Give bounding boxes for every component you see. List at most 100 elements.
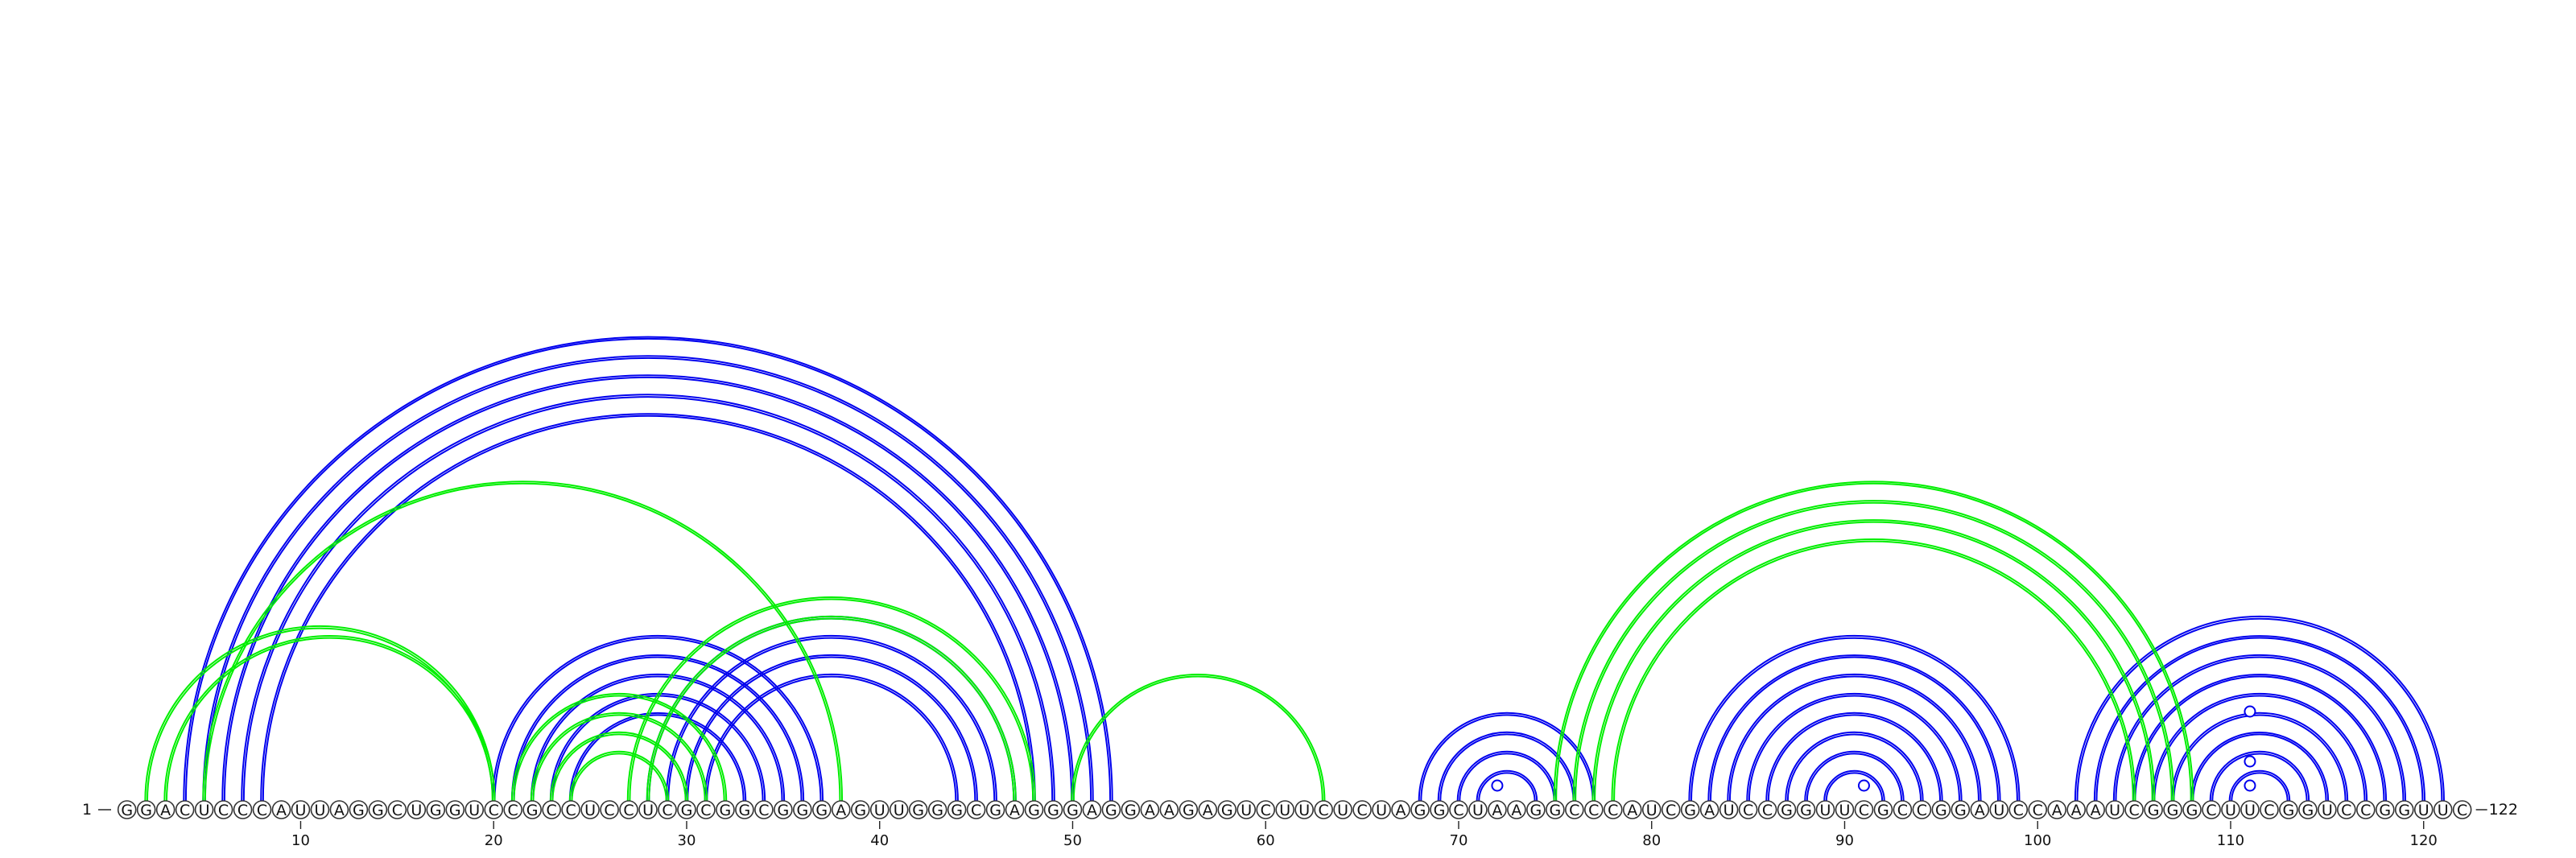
nucleotide-circle <box>1835 800 1855 819</box>
base-pair-arc-blue <box>1727 673 1982 802</box>
nucleotide-letter: A <box>160 802 171 819</box>
nucleotide-circle <box>1757 800 1777 819</box>
nucleotide-letter: A <box>1492 802 1502 819</box>
nucleotide-circle <box>1641 800 1662 819</box>
nucleotide-circle <box>927 800 947 819</box>
nucleotide-circle <box>696 800 716 819</box>
nucleotide-letter: C <box>2013 802 2024 819</box>
base-pair-arc-green <box>549 731 689 802</box>
base-pair-arc-blue <box>568 712 747 802</box>
base-pair-arc-green <box>1554 481 2194 801</box>
nucleotide-letter: C <box>700 802 711 819</box>
nucleotide-letter: C <box>971 802 981 819</box>
nucleotide-circle <box>1372 800 1391 819</box>
axis-tick-label: 10 <box>291 832 310 849</box>
base-pair-arc-blue <box>1709 656 1999 802</box>
base-pair-arc-blue <box>687 656 976 802</box>
nucleotide-letter: C <box>623 802 634 819</box>
nucleotide-circle <box>811 800 832 819</box>
nucleotide-letter: U <box>2438 802 2449 819</box>
nucleotide-letter: G <box>372 802 384 819</box>
nucleotide-letter: A <box>334 802 345 819</box>
nucleotide-letter: G <box>989 802 1001 819</box>
nucleotide-circle <box>1121 800 1141 819</box>
nucleotide-letter: A <box>1511 802 1521 819</box>
base-pair-arc-blue <box>242 395 1054 802</box>
nucleotide-letter: U <box>874 802 886 819</box>
nucleotide-circle <box>117 800 137 819</box>
nucleotide-letter: G <box>1067 802 1079 819</box>
base-pair-arc-green <box>530 712 708 802</box>
nucleotide-circle <box>2433 800 2453 819</box>
base-pair-arc-blue <box>184 337 1112 801</box>
base-pair-arc-green <box>1591 519 2156 802</box>
nucleotide-letter: G <box>1183 802 1195 819</box>
nucleotide-letter: A <box>1164 802 1174 819</box>
nucleotide-circle <box>1468 800 1488 819</box>
nucleotide-circle <box>716 800 735 819</box>
nucleotide-letter: U <box>2418 802 2429 819</box>
nucleotide-letter: G <box>353 802 365 819</box>
nucleotide-letter: U <box>584 802 596 819</box>
base-pair-arc-blue <box>1786 734 1922 802</box>
loop-marker <box>2244 779 2256 792</box>
nucleotide-circle <box>310 800 330 819</box>
nucleotide-letter: G <box>951 802 963 819</box>
nucleotide-letter: G <box>1047 802 1059 819</box>
base-pair-arc-blue <box>204 357 1092 802</box>
base-pair-arc-blue <box>223 376 1073 802</box>
nucleotide-letter: C <box>662 802 672 819</box>
nucleotide-circle <box>658 800 677 819</box>
nucleotide-letter: G <box>526 802 539 819</box>
nucleotide-letter: C <box>565 802 576 819</box>
nucleotide-circle <box>155 800 175 819</box>
base-pair-arc-blue <box>1476 769 1538 802</box>
nucleotide-circle <box>2375 800 2395 819</box>
nucleotide-letter: U <box>1993 802 2004 819</box>
nucleotide-circle <box>1005 800 1025 819</box>
nucleotide-circle <box>522 800 542 819</box>
nucleotide-letter: A <box>1145 802 1155 819</box>
nucleotide-circle <box>1449 800 1468 819</box>
nucleotide-circle <box>1893 800 1913 819</box>
nucleotide-letter: G <box>1028 802 1040 819</box>
nucleotide-circle <box>1391 800 1410 819</box>
nucleotide-letter: G <box>2186 802 2198 819</box>
nucleotide-circle <box>1777 800 1797 819</box>
nucleotide-circle <box>445 800 465 819</box>
base-pair-arc-blue <box>1765 712 1943 802</box>
nucleotide-circle <box>1159 800 1179 819</box>
base-pair-arc-blue <box>2170 712 2349 802</box>
axis-tick-label: 50 <box>1063 832 1082 849</box>
base-pair-arc-blue <box>202 355 1094 802</box>
nucleotide-circle <box>1101 800 1121 819</box>
nucleotide-circle <box>754 800 774 819</box>
nucleotide-letter: U <box>2244 802 2256 819</box>
nucleotide-letter: U <box>1820 802 1831 819</box>
nucleotide-circle <box>175 800 195 819</box>
base-pair-arc-green <box>146 627 493 802</box>
nucleotide-circle <box>889 800 909 819</box>
nucleotide-letter: C <box>1762 802 1773 819</box>
nucleotide-circle <box>503 800 523 819</box>
nucleotide-letter: C <box>2360 802 2371 819</box>
nucleotide-letter: C <box>1588 802 1599 819</box>
nucleotide-letter: U <box>1472 802 1484 819</box>
nucleotide-letter: A <box>2091 802 2101 819</box>
nucleotide-circle <box>1873 800 1893 819</box>
nucleotide-circle <box>1063 800 1083 819</box>
nucleotide-letter: C <box>2206 802 2216 819</box>
nucleotide-letter: G <box>430 802 442 819</box>
nucleotide-circle <box>194 800 214 819</box>
nucleotide-circle <box>1931 800 1951 819</box>
nucleotide-circle <box>1333 800 1352 819</box>
nucleotide-letter: G <box>815 802 828 819</box>
nucleotide-letter: U <box>1724 802 1735 819</box>
base-pair-arc-blue <box>2190 732 2330 802</box>
nucleotide-letter: G <box>1125 802 1137 819</box>
base-pair-arc-green <box>513 695 725 802</box>
position-axis: 10 20 30 40 50 60 70 80 90 100 110 120 <box>291 821 2438 849</box>
nucleotide-circle <box>2298 800 2318 819</box>
nucleotide-circle <box>1738 800 1758 819</box>
